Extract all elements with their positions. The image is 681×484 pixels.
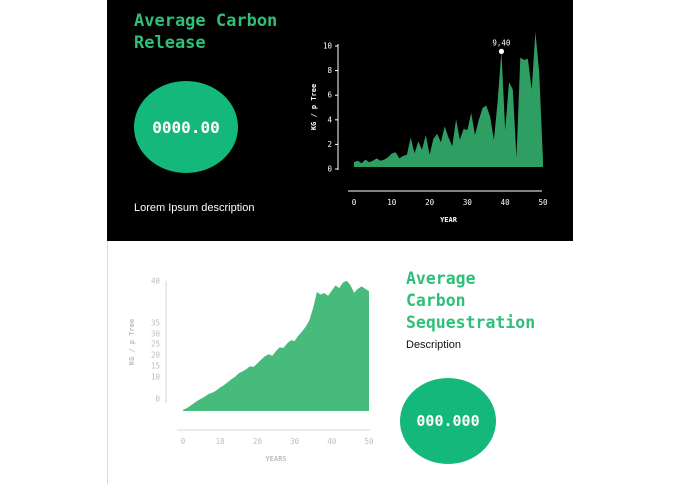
area-series bbox=[354, 31, 543, 168]
y-axis-label: KG / p Tree bbox=[310, 84, 318, 130]
annotation-label: 9,40 bbox=[492, 38, 511, 47]
x-tick-label: 50 bbox=[538, 198, 548, 207]
y-tick-label: 30 bbox=[151, 330, 161, 339]
y-tick-label: 35 bbox=[151, 319, 160, 328]
release-metric-value: 0000.00 bbox=[152, 117, 220, 137]
x-tick-label: 20 bbox=[253, 437, 263, 446]
release-title: Average Carbon Release bbox=[134, 11, 278, 53]
y-tick-label: 0 bbox=[327, 165, 332, 174]
y-tick-label: 0 bbox=[155, 395, 160, 404]
y-tick-label: 10 bbox=[323, 42, 333, 51]
y-tick-label: 4 bbox=[327, 115, 332, 124]
x-tick-label: 40 bbox=[501, 198, 511, 207]
y-axis-label: KG / p Tree bbox=[128, 319, 136, 365]
x-tick-label: 30 bbox=[463, 198, 473, 207]
x-axis-label: YEAR bbox=[440, 216, 458, 224]
y-tick-label: 40 bbox=[151, 277, 161, 286]
y-tick-label: 25 bbox=[151, 340, 160, 349]
x-tick-label: 10 bbox=[387, 198, 397, 207]
release-metric-circle: 0000.00 bbox=[134, 81, 238, 173]
x-tick-label: 10 bbox=[216, 437, 226, 446]
y-tick-label: 6 bbox=[327, 91, 332, 100]
x-axis-label: YEARS bbox=[265, 455, 286, 463]
y-tick-label: 15 bbox=[151, 362, 160, 371]
sequestration-title: Average Carbon Sequestration bbox=[406, 269, 536, 332]
carbon-release-panel: Average Carbon Release 0000.00 Lorem Ips… bbox=[107, 0, 573, 241]
y-tick-label: 10 bbox=[151, 373, 161, 382]
release-description: Lorem Ipsum description bbox=[134, 202, 255, 214]
y-tick-label: 20 bbox=[151, 351, 161, 360]
sequestration-description: Description bbox=[406, 339, 462, 351]
carbon-sequestration-panel: 0 10 15 20 25 30 35 40 0 10 20 30 40 50 YEARS KG / p Tr… bbox=[107, 241, 573, 484]
x-tick-label: 0 bbox=[181, 437, 186, 446]
x-tick-label: 30 bbox=[290, 437, 300, 446]
annotation-point bbox=[498, 48, 505, 54]
y-tick-label: 2 bbox=[327, 140, 332, 149]
y-tick-label: 8 bbox=[327, 66, 332, 75]
sequestration-metric-value: 000.000 bbox=[416, 412, 480, 430]
x-tick-label: 20 bbox=[425, 198, 435, 207]
area-series bbox=[183, 280, 369, 411]
x-tick-label: 50 bbox=[364, 437, 374, 446]
release-chart: 0 2 4 6 8 10 0 10 20 30 40 50 YEAR KG / p Tree 9,40 bbox=[310, 31, 548, 224]
x-tick-label: 40 bbox=[327, 437, 337, 446]
x-tick-label: 0 bbox=[352, 198, 357, 207]
sequestration-metric-circle: 000.000 bbox=[400, 378, 496, 464]
